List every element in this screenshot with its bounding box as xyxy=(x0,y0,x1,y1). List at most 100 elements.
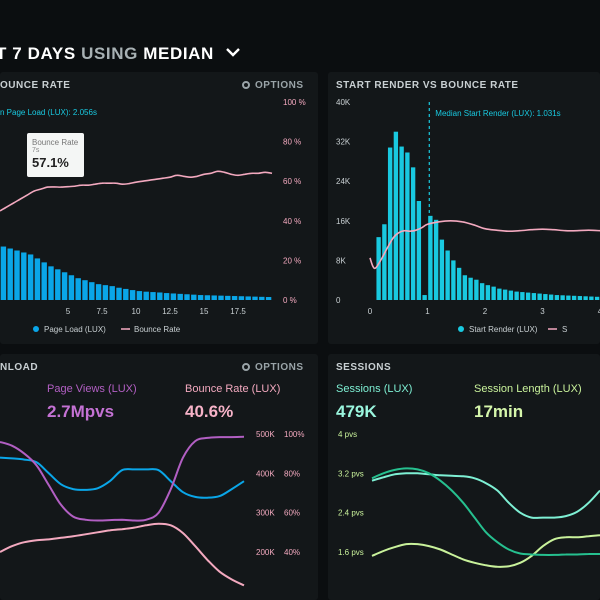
sessions-panel: SESSIONS Sessions (LUX) 479K Session Len… xyxy=(328,354,600,600)
bar xyxy=(433,219,439,300)
bounce-tooltip: Bounce Rate 7s 57.1% xyxy=(27,133,84,177)
bar xyxy=(405,152,410,300)
session-length-value: 17min xyxy=(474,402,524,421)
tooltip-value: 57.1% xyxy=(32,155,69,170)
y-tick-label: 1.6 pvs xyxy=(338,548,364,557)
bar xyxy=(170,293,177,300)
start-render-panel: START RENDER VS BOUNCE RATE 40K 32K 24K 16K… xyxy=(328,72,600,344)
bar xyxy=(445,250,450,300)
panel-title: SESSIONS xyxy=(336,362,392,373)
bar xyxy=(543,294,548,300)
bar xyxy=(387,147,393,300)
median-label: Median Start Render (LUX): 1.031s xyxy=(435,109,560,118)
x-tick-label: 5 xyxy=(66,307,71,316)
bar xyxy=(136,291,143,300)
y-tick-label: 100% xyxy=(284,430,304,439)
bar xyxy=(225,295,231,300)
bar xyxy=(537,293,542,300)
bar xyxy=(548,294,554,300)
y-tick-label: 80% xyxy=(284,469,300,478)
y-tick-label: 20 % xyxy=(283,256,301,265)
panel-title: OUNCE RATE xyxy=(0,80,71,91)
legend-label: Bounce Rate xyxy=(134,325,181,334)
bar xyxy=(560,295,565,300)
bar xyxy=(238,296,245,300)
page-views-value: 2.7Mpvs xyxy=(47,402,115,421)
panel-title: START RENDER VS BOUNCE RATE xyxy=(336,80,519,91)
bar xyxy=(474,279,479,300)
y-tick-label: 80 % xyxy=(283,138,301,147)
bar xyxy=(589,296,594,300)
gear-icon xyxy=(242,363,250,371)
bar xyxy=(439,239,445,300)
bar xyxy=(55,269,61,300)
legend-label: S xyxy=(562,325,567,334)
x-tick-label: 1 xyxy=(425,307,430,316)
bar xyxy=(245,296,251,300)
bar xyxy=(150,292,156,300)
bar xyxy=(410,167,416,300)
y-tick-label: 500K xyxy=(256,430,275,439)
x-tick-label: 7.5 xyxy=(96,307,108,316)
legend-label: Start Render (LUX) xyxy=(469,325,538,334)
x-tick-label: 4 xyxy=(598,307,600,316)
series-line xyxy=(0,522,245,587)
start-render-chart: 40K 32K 24K 16K 8K 0 Median Start Render (LUX)… xyxy=(336,98,600,334)
median-label: n Page Load (LUX): 2.056s xyxy=(0,108,97,117)
bar xyxy=(14,250,20,300)
tooltip-sub: 7s xyxy=(32,147,40,154)
page-views-label: Page Views (LUX) xyxy=(47,383,137,395)
page-title[interactable]: T 7 DAYS USING MEDIAN xyxy=(0,44,241,64)
bar xyxy=(129,290,136,300)
x-tick-label: 0 xyxy=(368,307,373,316)
bar xyxy=(583,296,588,300)
options-button[interactable]: OPTIONS xyxy=(242,80,304,91)
bar xyxy=(204,295,211,300)
options-button[interactable]: OPTIONS xyxy=(242,362,304,373)
y-tick-label: 60 % xyxy=(283,177,301,186)
bar xyxy=(525,292,531,300)
y-tick-label: 16K xyxy=(336,217,351,226)
bar xyxy=(123,288,129,300)
bar xyxy=(157,292,163,300)
bounce-rate-label: Bounce Rate (LUX) xyxy=(185,383,281,395)
bounce-rate-value: 40.6% xyxy=(185,402,234,421)
bar xyxy=(462,275,468,300)
y-tick-label: 32K xyxy=(336,138,351,147)
bar xyxy=(393,131,399,300)
y-tick-label: 300K xyxy=(256,509,275,518)
sessions-value: 479K xyxy=(336,402,377,421)
x-tick-label: 10 xyxy=(132,307,141,316)
legend-label: Page Load (LUX) xyxy=(44,325,106,334)
bar xyxy=(184,294,190,300)
y-tick-label: 100 % xyxy=(283,98,306,107)
series-line xyxy=(371,534,600,568)
bar xyxy=(491,286,496,300)
bar xyxy=(0,246,7,300)
bar xyxy=(416,201,422,300)
bar xyxy=(95,284,102,300)
bar xyxy=(218,295,224,300)
bar xyxy=(456,267,462,300)
y-tick-label: 0 % xyxy=(283,296,297,305)
bar xyxy=(27,254,34,300)
page-title-metric: MEDIAN xyxy=(143,44,214,63)
bar xyxy=(594,296,600,300)
x-tick-label: 12.5 xyxy=(162,307,178,316)
y-tick-label: 40K xyxy=(336,98,351,107)
x-tick-label: 15 xyxy=(200,307,209,316)
bar xyxy=(531,293,537,300)
bar xyxy=(177,293,183,300)
bar xyxy=(376,237,381,300)
session-length-label: Session Length (LUX) xyxy=(474,383,582,395)
bounce-rate-panel: OUNCE RATE OPTIONS n Page Load (LUX): 2.… xyxy=(0,72,318,344)
bar xyxy=(520,292,525,300)
bar xyxy=(252,296,258,300)
y-tick-label: 2.4 pvs xyxy=(338,509,364,518)
bar xyxy=(163,293,170,300)
chevron-down-icon[interactable] xyxy=(225,47,241,57)
y-tick-label: 40 % xyxy=(283,217,301,226)
bar xyxy=(116,287,122,300)
bar xyxy=(197,295,204,300)
